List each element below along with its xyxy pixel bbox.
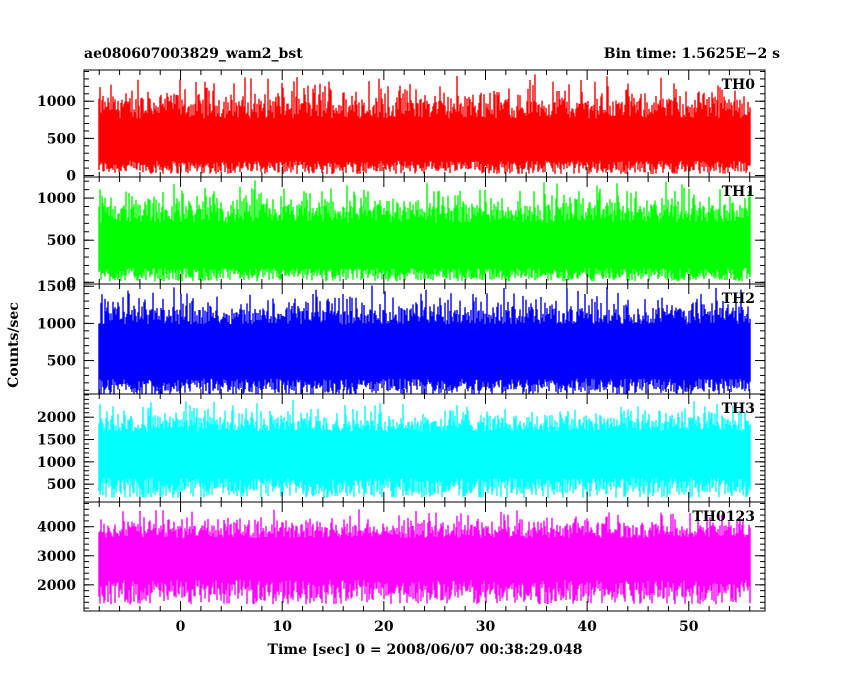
y-tick-label: 1500 <box>37 433 76 449</box>
x-tick-label: 40 <box>577 619 597 635</box>
panel-th0: 0 500 1000 TH0 <box>37 69 766 185</box>
x-tick-label: 50 <box>679 619 699 635</box>
y-tick-label: 3000 <box>37 549 76 565</box>
x-tick-label: 30 <box>476 619 496 635</box>
y-tick-label: 1000 <box>37 316 76 332</box>
data-trace-th1 <box>98 180 751 282</box>
x-axis-label: Time [sec] 0 = 2008/06/07 00:38:29.048 <box>268 642 583 658</box>
panel-label: TH2 <box>722 291 755 307</box>
y-tick-label: 500 <box>47 354 76 370</box>
y-tick-label: 0 <box>66 275 76 291</box>
panel-label: TH3 <box>722 401 755 417</box>
y-tick-label: 4000 <box>37 520 76 536</box>
y-tick-label: 1000 <box>37 455 76 471</box>
y-tick-label: 500 <box>47 233 76 249</box>
x-tick-label: 20 <box>374 619 394 635</box>
chart-title-left: ae080607003829_wam2_bst <box>84 46 303 62</box>
y-tick-label: 500 <box>47 477 76 493</box>
y-tick-label: 500 <box>47 131 76 147</box>
y-axis-label: Counts/sec <box>6 302 22 388</box>
panel-th2: 500 1000 1500 TH2 <box>37 279 766 395</box>
x-tick-label: 10 <box>272 619 292 635</box>
y-tick-label: 1000 <box>37 191 76 207</box>
chart-title-right: Bin time: 1.5625E−2 s <box>604 46 780 62</box>
x-tick-label: 0 <box>176 619 186 635</box>
data-trace-th0 <box>98 74 751 174</box>
panel-th3: 500 1000 1500 2000 TH3 <box>37 393 766 503</box>
panel-label: TH0 <box>722 77 756 93</box>
y-tick-label: 2000 <box>37 578 76 594</box>
panel-label: TH0123 <box>692 509 755 525</box>
panel-th1: 0 500 1000 TH1 <box>37 176 766 291</box>
panel-label: TH1 <box>722 184 755 200</box>
data-trace-th0123 <box>98 509 751 605</box>
y-tick-label: 1000 <box>37 94 76 110</box>
data-trace-th3 <box>98 399 751 498</box>
y-tick-label: 1500 <box>37 279 76 295</box>
data-trace-th2 <box>98 285 751 394</box>
panel-th0123: 2000 3000 4000 TH0123 <box>37 501 766 612</box>
y-tick-label: 2000 <box>37 410 76 426</box>
y-tick-label: 0 <box>66 169 76 185</box>
